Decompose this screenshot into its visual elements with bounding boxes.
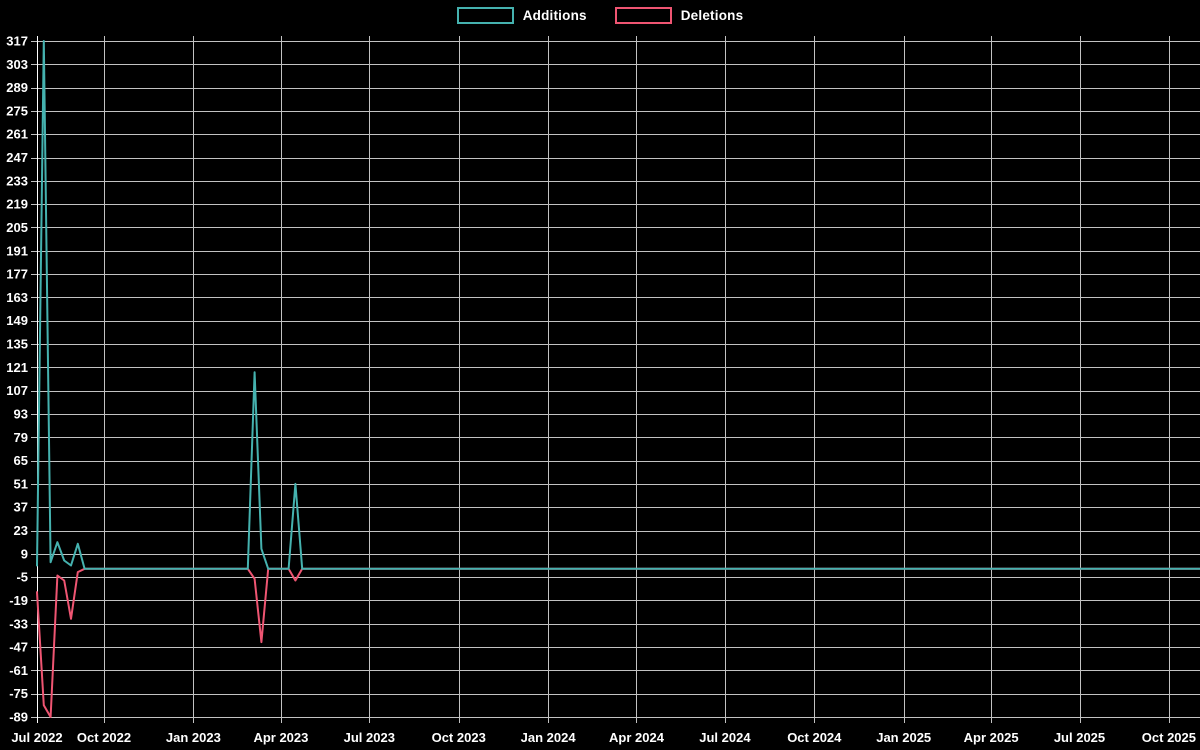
y-tick-label: 233 bbox=[6, 173, 28, 188]
x-tick-label: Jul 2025 bbox=[1054, 730, 1105, 745]
y-tick-label: -33 bbox=[9, 616, 28, 631]
y-tick-label: 37 bbox=[14, 500, 28, 515]
y-tick-label: 261 bbox=[6, 127, 28, 142]
y-tick-label: 107 bbox=[6, 383, 28, 398]
y-tick-label: 317 bbox=[6, 34, 28, 49]
x-tick-label: Apr 2023 bbox=[253, 730, 308, 745]
y-tick-label: 51 bbox=[14, 476, 28, 491]
y-tick-label: 79 bbox=[14, 430, 28, 445]
y-tick-label: 65 bbox=[14, 453, 28, 468]
legend-label-additions: Additions bbox=[522, 8, 587, 23]
y-tick-label: 177 bbox=[6, 267, 28, 282]
y-tick-label: -89 bbox=[9, 710, 28, 725]
legend: Additions Deletions bbox=[0, 7, 1200, 24]
y-tick-label: -75 bbox=[9, 686, 28, 701]
y-tick-label: -61 bbox=[9, 663, 28, 678]
x-tick-label: Oct 2024 bbox=[787, 730, 842, 745]
x-tick-label: Jul 2023 bbox=[344, 730, 395, 745]
y-tick-label: -5 bbox=[16, 570, 28, 585]
y-tick-label: 247 bbox=[6, 150, 28, 165]
y-tick-label: 93 bbox=[14, 406, 28, 421]
deletions-swatch-icon bbox=[614, 7, 672, 24]
y-tick-label: 149 bbox=[6, 313, 28, 328]
y-tick-label: 23 bbox=[14, 523, 28, 538]
series-line-additions bbox=[36, 40, 1200, 570]
additions-swatch-icon bbox=[456, 7, 514, 24]
y-tick-label: 121 bbox=[6, 360, 28, 375]
y-tick-label: 303 bbox=[6, 57, 28, 72]
y-tick-label: 275 bbox=[6, 103, 28, 118]
y-tick-label: 289 bbox=[6, 80, 28, 95]
x-tick-label: Oct 2023 bbox=[432, 730, 486, 745]
x-tick-label: Jul 2022 bbox=[11, 730, 62, 745]
x-tick-label: Jan 2025 bbox=[876, 730, 931, 745]
x-tick-label: Jul 2024 bbox=[699, 730, 751, 745]
y-tick-label: 205 bbox=[6, 220, 28, 235]
x-tick-label: Jan 2024 bbox=[521, 730, 577, 745]
y-tick-label: 219 bbox=[6, 197, 28, 212]
gridlines bbox=[31, 36, 1200, 723]
legend-item-additions[interactable]: Additions bbox=[456, 7, 587, 24]
y-tick-label: -47 bbox=[9, 640, 28, 655]
y-tick-label: 135 bbox=[6, 337, 28, 352]
legend-item-deletions[interactable]: Deletions bbox=[614, 7, 744, 24]
y-tick-label: -19 bbox=[9, 593, 28, 608]
x-tick-label: Apr 2025 bbox=[964, 730, 1019, 745]
x-tick-label: Jan 2023 bbox=[166, 730, 221, 745]
y-tick-labels: 317 303 289 275 261 247 233 219 205 191 177 163 149 1… bbox=[6, 34, 28, 725]
y-tick-label: 163 bbox=[6, 290, 28, 305]
x-tick-label: Oct 2025 bbox=[1142, 730, 1196, 745]
y-tick-label: 191 bbox=[6, 243, 28, 258]
x-tick-label: Oct 2022 bbox=[77, 730, 131, 745]
legend-label-deletions: Deletions bbox=[680, 8, 744, 23]
y-tick-label: 9 bbox=[21, 546, 28, 561]
x-tick-labels: Jul 2022 Oct 2022 Jan 2023 Apr 2023 Jul 2023… bbox=[11, 730, 1196, 745]
x-tick-label: Apr 2024 bbox=[609, 730, 665, 745]
